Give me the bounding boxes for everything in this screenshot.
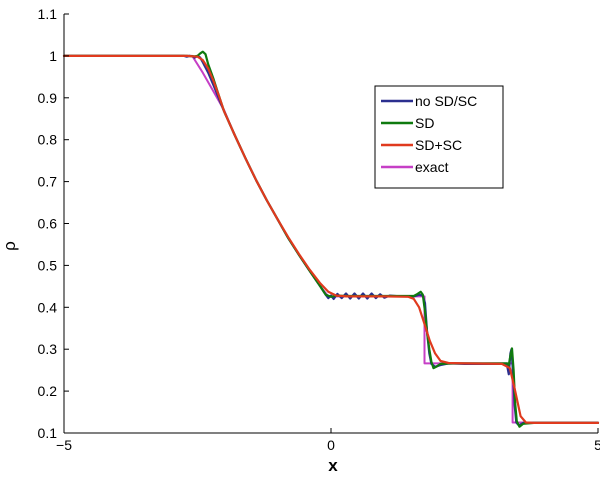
y-tick-label: 0.6 <box>38 216 58 232</box>
axes: −5 0 5 0.1 0.2 0.3 0.4 0.5 0.6 0.7 0.8 0.9 1 1.1 <box>38 6 600 453</box>
legend-label: SD <box>415 115 434 131</box>
legend-label: SD+SC <box>415 137 462 153</box>
y-tick-label: 0.5 <box>38 257 58 273</box>
y-axis-label: ρ <box>0 241 19 251</box>
y-tick-label: 0.8 <box>38 132 58 148</box>
x-tick-label: 0 <box>327 437 335 453</box>
x-axis-label: x <box>328 456 338 475</box>
y-tick-label: 0.2 <box>38 383 58 399</box>
x-tick-label: −5 <box>56 437 72 453</box>
y-tick-label: 0.4 <box>38 299 58 315</box>
series-lines <box>62 50 600 428</box>
legend-box <box>374 85 504 189</box>
y-tick-label: 1 <box>49 48 57 64</box>
legend-label: no SD/SC <box>415 93 477 109</box>
series-line-exact <box>63 54 599 424</box>
series-line-no-sd-sc <box>62 54 600 427</box>
y-tick-label: 0.9 <box>38 90 58 106</box>
y-tick-label: 0.3 <box>38 341 58 357</box>
legend: no SD/SC SD SD+SC exact <box>374 85 504 189</box>
legend-label: exact <box>415 159 449 175</box>
x-tick-label: 5 <box>594 437 600 453</box>
series-line-sd-sc <box>62 54 600 424</box>
y-tick-label: 1.1 <box>38 6 58 22</box>
series-line-sd <box>62 50 600 428</box>
y-tick-label: 0.1 <box>38 425 58 441</box>
y-tick-label: 0.7 <box>38 174 58 190</box>
